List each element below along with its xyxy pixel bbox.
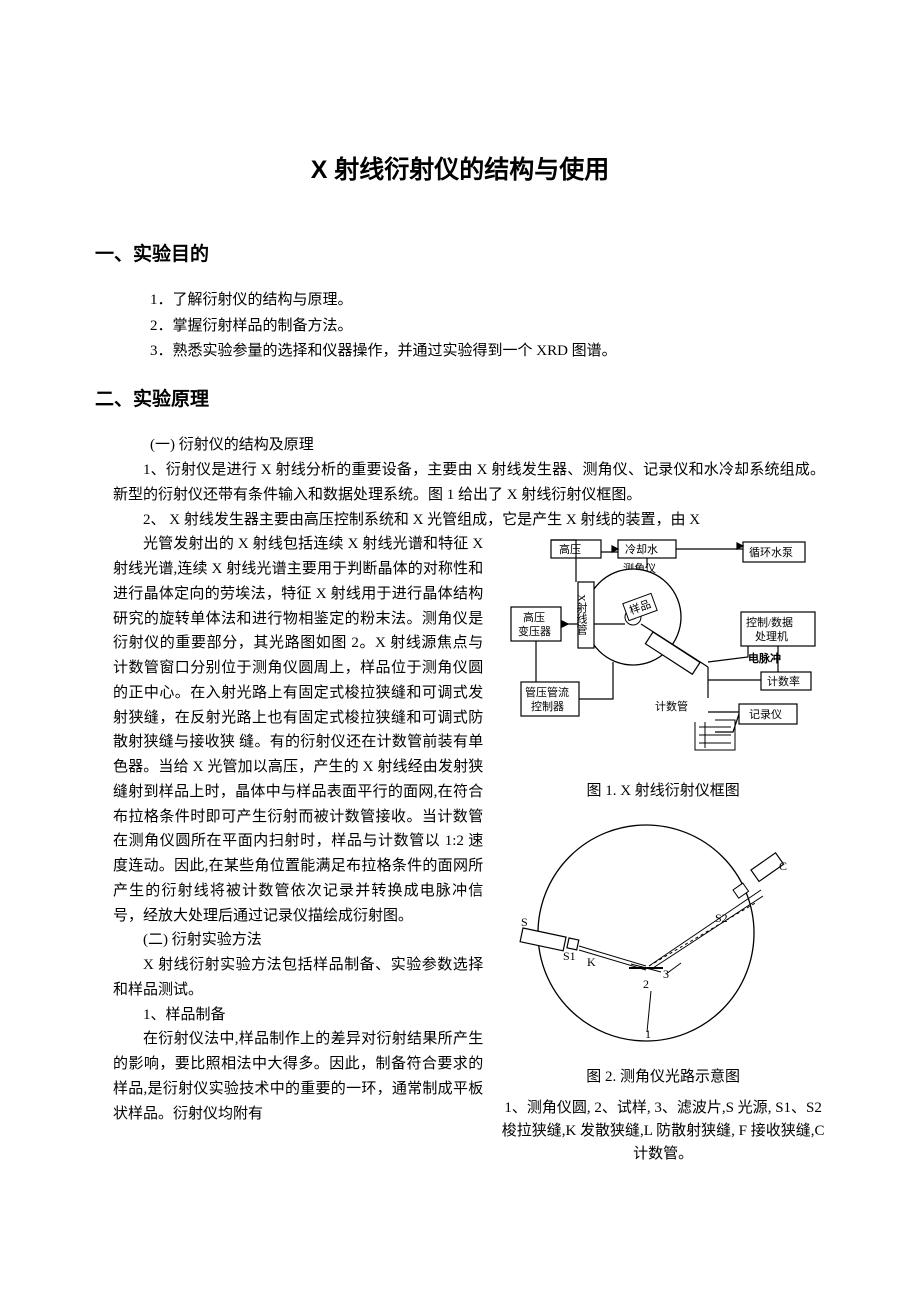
fig1-ctrl-1: 控制/数据 bbox=[746, 615, 793, 629]
fig1-ctrl-2: 处理机 bbox=[755, 629, 788, 643]
fig2-C: C bbox=[779, 859, 787, 873]
fig1-recorder: 记录仪 bbox=[749, 708, 782, 721]
fig1-hvtrans-1: 高压 bbox=[523, 610, 545, 624]
left-column: 光管发射出的 X 射线包括连续 X 射线光谱和特征 X 射线光谱,连续 X 射线… bbox=[113, 532, 483, 1180]
figure-2: S S1 K 2 1 3 S2 C 图 2. 测角仪光路示意图 1、测角仪圆, … bbox=[501, 818, 825, 1167]
para-5: 在衍射仪法中,样品制作上的差异对衍射结果所产生的影响，要比照相法中大得多。因此，… bbox=[113, 1027, 483, 1126]
figure-1: 高压 冷却水 循环水泵 测角仪 X射线管 bbox=[503, 532, 823, 803]
para-4: 1、样品制备 bbox=[113, 1003, 483, 1028]
fig1-coolant: 冷却水 bbox=[625, 543, 658, 556]
objective-3: 3．熟悉实验参量的选择和仪器操作，并通过实验得到一个 XRD 图谱。 bbox=[95, 339, 825, 365]
figure-2-caption: 图 2. 测角仪光路示意图 bbox=[501, 1066, 825, 1089]
fig2-S: S bbox=[521, 915, 528, 929]
subsection-1: (一) 衍射仪的结构及原理 bbox=[95, 433, 825, 458]
fig1-tubectrl-2: 控制器 bbox=[531, 699, 564, 713]
para-1: 1、衍射仪是进行 X 射线分析的重要设备，主要由 X 射线发生器、测角仪、记录仪… bbox=[95, 458, 825, 508]
fig1-xtube: X射线管 bbox=[575, 594, 588, 636]
figure-2-legend: 1、测角仪圆, 2、试样, 3、滤波片,S 光源, S1、S2 梭拉狭缝,K 发… bbox=[501, 1097, 825, 1167]
fig1-tubectrl-1: 管压管流 bbox=[525, 685, 569, 699]
section-1-header: 一、实验目的 bbox=[95, 240, 825, 270]
objective-1: 1．了解衍射仪的结构与原理。 bbox=[95, 288, 825, 314]
fig1-counter: 计数管 bbox=[655, 699, 688, 713]
objective-2: 2．掌握衍射样品的制备方法。 bbox=[95, 314, 825, 340]
fig1-cps: 计数率 bbox=[767, 674, 800, 688]
fig1-pump: 循环水泵 bbox=[749, 546, 793, 559]
figure-1-caption: 图 1. X 射线衍射仪框图 bbox=[503, 780, 823, 803]
document-title: X 射线衍射仪的结构与使用 bbox=[95, 150, 825, 190]
para-2-lead: 2、 X 射线发生器主要由高压控制系统和 X 光管组成，它是产生 X 射线的装置… bbox=[95, 508, 825, 533]
para-3: X 射线衍射实验方法包括样品制备、实验参数选择和样品测试。 bbox=[113, 953, 483, 1003]
fig1-hv: 高压 bbox=[559, 542, 581, 556]
fig2-S1: S1 bbox=[563, 949, 576, 963]
subsection-2: (二) 衍射实验方法 bbox=[113, 928, 483, 953]
fig2-1: 1 bbox=[645, 1027, 651, 1041]
fig2-2: 2 bbox=[643, 977, 649, 991]
fig2-S2: S2 bbox=[715, 911, 728, 925]
right-column: 高压 冷却水 循环水泵 测角仪 X射线管 bbox=[501, 532, 825, 1180]
fig2-K: K bbox=[587, 955, 596, 969]
fig1-hvtrans-2: 变压器 bbox=[518, 624, 551, 638]
section-2-header: 二、实验原理 bbox=[95, 385, 825, 415]
fig1-pulse: 电脉冲 bbox=[748, 651, 781, 665]
figure-2-svg: S S1 K 2 1 3 S2 C bbox=[501, 818, 791, 1058]
figure-1-svg: 高压 冷却水 循环水泵 测角仪 X射线管 bbox=[503, 532, 823, 772]
para-2-body: 光管发射出的 X 射线包括连续 X 射线光谱和特征 X 射线光谱,连续 X 射线… bbox=[113, 532, 483, 928]
